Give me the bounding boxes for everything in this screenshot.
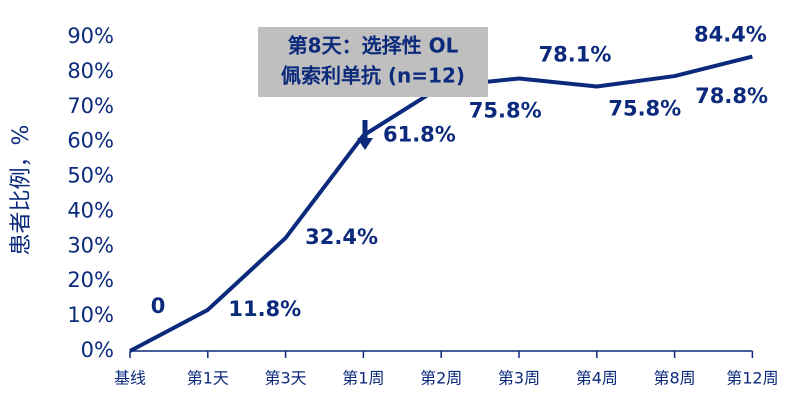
y-axis-label: 患者比例，% — [9, 125, 34, 256]
y-tick-label: 80% — [67, 59, 114, 83]
arrow-head — [357, 138, 373, 150]
x-tick-label: 第1天 — [187, 369, 229, 388]
y-tick-label: 50% — [67, 164, 114, 188]
y-tick-label: 10% — [67, 303, 114, 327]
data-label: 32.4% — [305, 225, 378, 249]
x-tick-label: 第3天 — [265, 369, 307, 388]
data-label: 75.8% — [469, 99, 542, 123]
data-label: 84.4% — [694, 23, 767, 47]
data-label: 11.8% — [228, 297, 301, 321]
x-tick-label: 第8周 — [654, 369, 696, 388]
x-tick-label: 第3周 — [498, 369, 540, 388]
data-label: 78.1% — [539, 43, 612, 67]
data-label: 61.8% — [383, 122, 456, 146]
y-tick-label: 60% — [67, 129, 114, 153]
annotation-box — [258, 27, 488, 97]
y-tick-label: 30% — [67, 233, 114, 257]
x-tick-label: 第1周 — [342, 369, 384, 388]
x-tick-label: 第2周 — [420, 369, 462, 388]
x-tick-label: 第4周 — [576, 369, 618, 388]
data-label: 78.8% — [695, 84, 768, 108]
y-tick-label: 20% — [67, 268, 114, 292]
annotation-text: 第8天：选择性 OL — [288, 34, 459, 58]
y-tick-label: 40% — [67, 198, 114, 222]
y-tick-label: 70% — [67, 94, 114, 118]
data-label: 0 — [151, 294, 166, 318]
y-tick-label: 0% — [81, 338, 114, 362]
data-label: 75.8% — [608, 97, 681, 121]
x-tick-label: 第12周 — [726, 369, 778, 388]
y-tick-label: 90% — [67, 24, 114, 48]
annotation-text: 佩索利单抗 (n=12) — [281, 64, 465, 88]
x-tick-label: 基线 — [114, 369, 146, 388]
